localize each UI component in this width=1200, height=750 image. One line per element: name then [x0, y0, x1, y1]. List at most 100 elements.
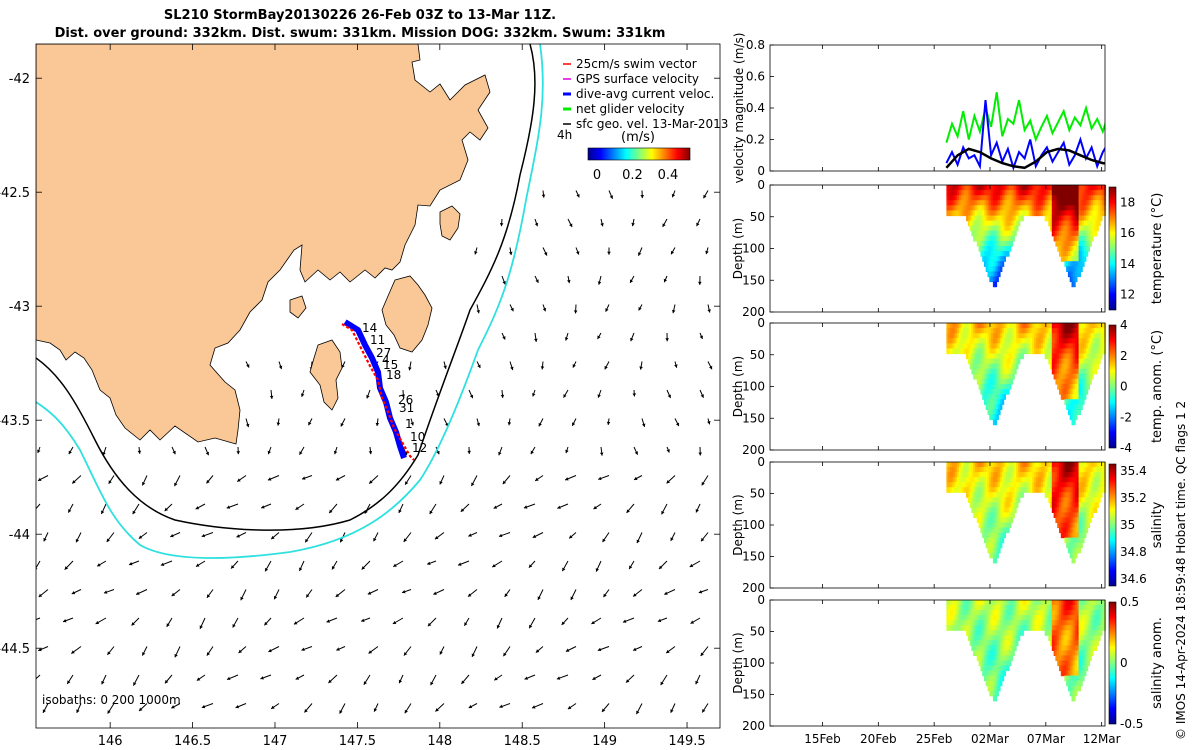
section-cell	[1073, 695, 1076, 702]
section-cell	[1094, 472, 1098, 478]
section-cell	[982, 323, 985, 329]
section-cell	[1066, 665, 1069, 672]
section-cell	[1062, 251, 1065, 257]
section-cell	[1050, 600, 1053, 606]
geo-velocity-arrow	[170, 532, 181, 538]
section-cell	[1064, 675, 1067, 682]
section-cell	[1035, 323, 1039, 329]
section-cell	[1000, 343, 1003, 349]
section-cell	[992, 266, 996, 272]
section-cell	[1037, 338, 1040, 344]
section-cell	[946, 205, 949, 211]
section-cell	[1080, 195, 1083, 201]
section-cell	[978, 353, 981, 360]
section-cell	[1094, 497, 1098, 503]
section-cell	[951, 333, 955, 339]
section-cell	[1007, 600, 1010, 606]
section-cell	[998, 246, 1001, 252]
section-cell	[1071, 368, 1074, 375]
section-cell	[1048, 338, 1051, 344]
section-cell	[998, 240, 1001, 247]
section-cell	[1003, 368, 1006, 375]
section-cell	[985, 650, 989, 656]
section-cell	[1064, 235, 1067, 242]
section-cell	[978, 363, 981, 370]
section-cell	[1041, 343, 1044, 349]
section-cell	[973, 635, 976, 641]
section-cell	[955, 625, 958, 631]
section-cell	[1030, 195, 1033, 201]
section-cell	[1000, 650, 1003, 656]
section-cell	[1085, 195, 1089, 201]
section-cell	[1028, 610, 1031, 616]
section-cell	[1073, 414, 1076, 421]
section-cell	[989, 266, 992, 272]
geo-velocity-arrow	[471, 646, 478, 658]
section-cell	[1085, 363, 1089, 370]
section-cell	[1007, 348, 1010, 355]
section-cell	[1003, 215, 1006, 222]
section-cell	[985, 477, 989, 483]
section-cell	[1078, 467, 1081, 473]
section-cell	[998, 399, 1001, 405]
section-cell	[994, 195, 998, 201]
section-cell	[1073, 552, 1076, 559]
section-cell	[998, 256, 1001, 262]
section-cell	[991, 522, 994, 529]
section-cell	[1012, 625, 1015, 631]
section-cell	[978, 605, 981, 611]
section-cell	[1084, 502, 1087, 508]
section-cell	[994, 640, 998, 646]
section-cell	[1076, 190, 1080, 196]
geo-velocity-arrow	[305, 589, 313, 598]
section-cell	[992, 472, 996, 478]
section-cell	[987, 527, 990, 534]
section-cell	[1051, 630, 1055, 636]
section-cell	[1010, 373, 1014, 380]
section-cell	[1062, 373, 1065, 380]
geo-velocity-arrow	[166, 617, 173, 628]
section-cell	[975, 230, 978, 237]
section-cell	[1007, 655, 1010, 661]
section-cell	[946, 467, 949, 473]
section-cell	[1089, 225, 1092, 232]
section-cell	[948, 328, 951, 334]
section-cell	[994, 472, 998, 478]
section-cell	[980, 462, 983, 468]
section-cell	[1067, 645, 1071, 651]
section-cell	[1080, 205, 1083, 211]
section-ytick-label: 100	[742, 242, 765, 256]
section-cell	[1001, 256, 1005, 262]
section-cell	[1092, 368, 1096, 375]
section-cell	[1046, 625, 1049, 631]
geo-velocity-arrow	[339, 703, 346, 714]
section-cell	[1009, 323, 1012, 329]
section-cell	[1034, 477, 1037, 483]
section-cell	[1073, 482, 1076, 488]
section-cell	[1014, 220, 1017, 227]
section-cell	[950, 620, 953, 626]
section-cell	[1039, 195, 1042, 201]
section-cell	[1091, 210, 1094, 217]
section-cell	[1080, 343, 1083, 349]
section-cell	[985, 358, 989, 365]
geo-velocity-arrow	[164, 503, 173, 512]
section-cell	[1067, 348, 1071, 355]
section-cell	[1078, 640, 1081, 646]
section-cell	[1060, 635, 1064, 641]
section-cell	[991, 472, 994, 478]
section-cell	[1062, 605, 1065, 611]
section-cell	[1014, 363, 1017, 370]
section-cell	[1078, 670, 1081, 677]
section-cell	[1078, 190, 1081, 196]
section-cell	[1034, 328, 1037, 334]
section-cell	[1003, 467, 1006, 473]
section-cell	[973, 323, 976, 329]
section-cell	[989, 477, 992, 483]
geo-velocity-arrow	[71, 475, 82, 484]
section-cell	[1073, 323, 1076, 329]
section-cell	[1071, 343, 1074, 349]
section-cell	[1046, 323, 1049, 329]
geo-velocity-arrow	[666, 475, 676, 484]
section-cell	[1007, 384, 1010, 390]
